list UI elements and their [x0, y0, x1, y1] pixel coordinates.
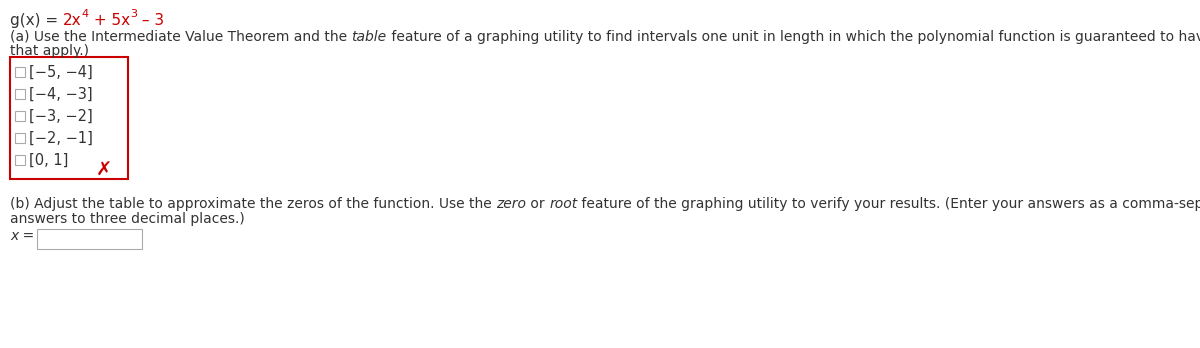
Text: + 5x: + 5x [89, 13, 130, 28]
Text: [0, 1]: [0, 1] [29, 153, 68, 168]
Text: feature of a graphing utility to find intervals one unit in length in which the : feature of a graphing utility to find in… [386, 30, 1200, 44]
Text: zero: zero [496, 197, 526, 211]
Text: root: root [550, 197, 577, 211]
FancyBboxPatch shape [14, 89, 25, 99]
FancyBboxPatch shape [14, 67, 25, 77]
Text: answers to three decimal places.): answers to three decimal places.) [10, 212, 245, 226]
FancyBboxPatch shape [14, 155, 25, 165]
Text: [−5, −4]: [−5, −4] [29, 65, 92, 80]
Text: [−4, −3]: [−4, −3] [29, 87, 92, 102]
Text: feature of the graphing utility to verify your results. (Enter your answers as a: feature of the graphing utility to verif… [577, 197, 1200, 211]
Text: 3: 3 [130, 9, 137, 19]
FancyBboxPatch shape [14, 111, 25, 121]
Text: ✗: ✗ [96, 161, 113, 180]
FancyBboxPatch shape [37, 229, 142, 249]
Text: [−3, −2]: [−3, −2] [29, 109, 92, 124]
Text: or: or [526, 197, 550, 211]
Text: 4: 4 [82, 9, 89, 19]
Text: (a) Use the Intermediate Value Theorem and the: (a) Use the Intermediate Value Theorem a… [10, 30, 352, 44]
Text: [−2, −1]: [−2, −1] [29, 131, 92, 146]
FancyBboxPatch shape [14, 133, 25, 143]
Text: 2x: 2x [64, 13, 82, 28]
Text: (b) Adjust the table to approximate the zeros of the function. Use the: (b) Adjust the table to approximate the … [10, 197, 496, 211]
Text: x =: x = [10, 229, 35, 243]
Text: – 3: – 3 [137, 13, 164, 28]
Text: that apply.): that apply.) [10, 44, 89, 58]
Text: g(x) =: g(x) = [10, 13, 64, 28]
Text: table: table [352, 30, 386, 44]
